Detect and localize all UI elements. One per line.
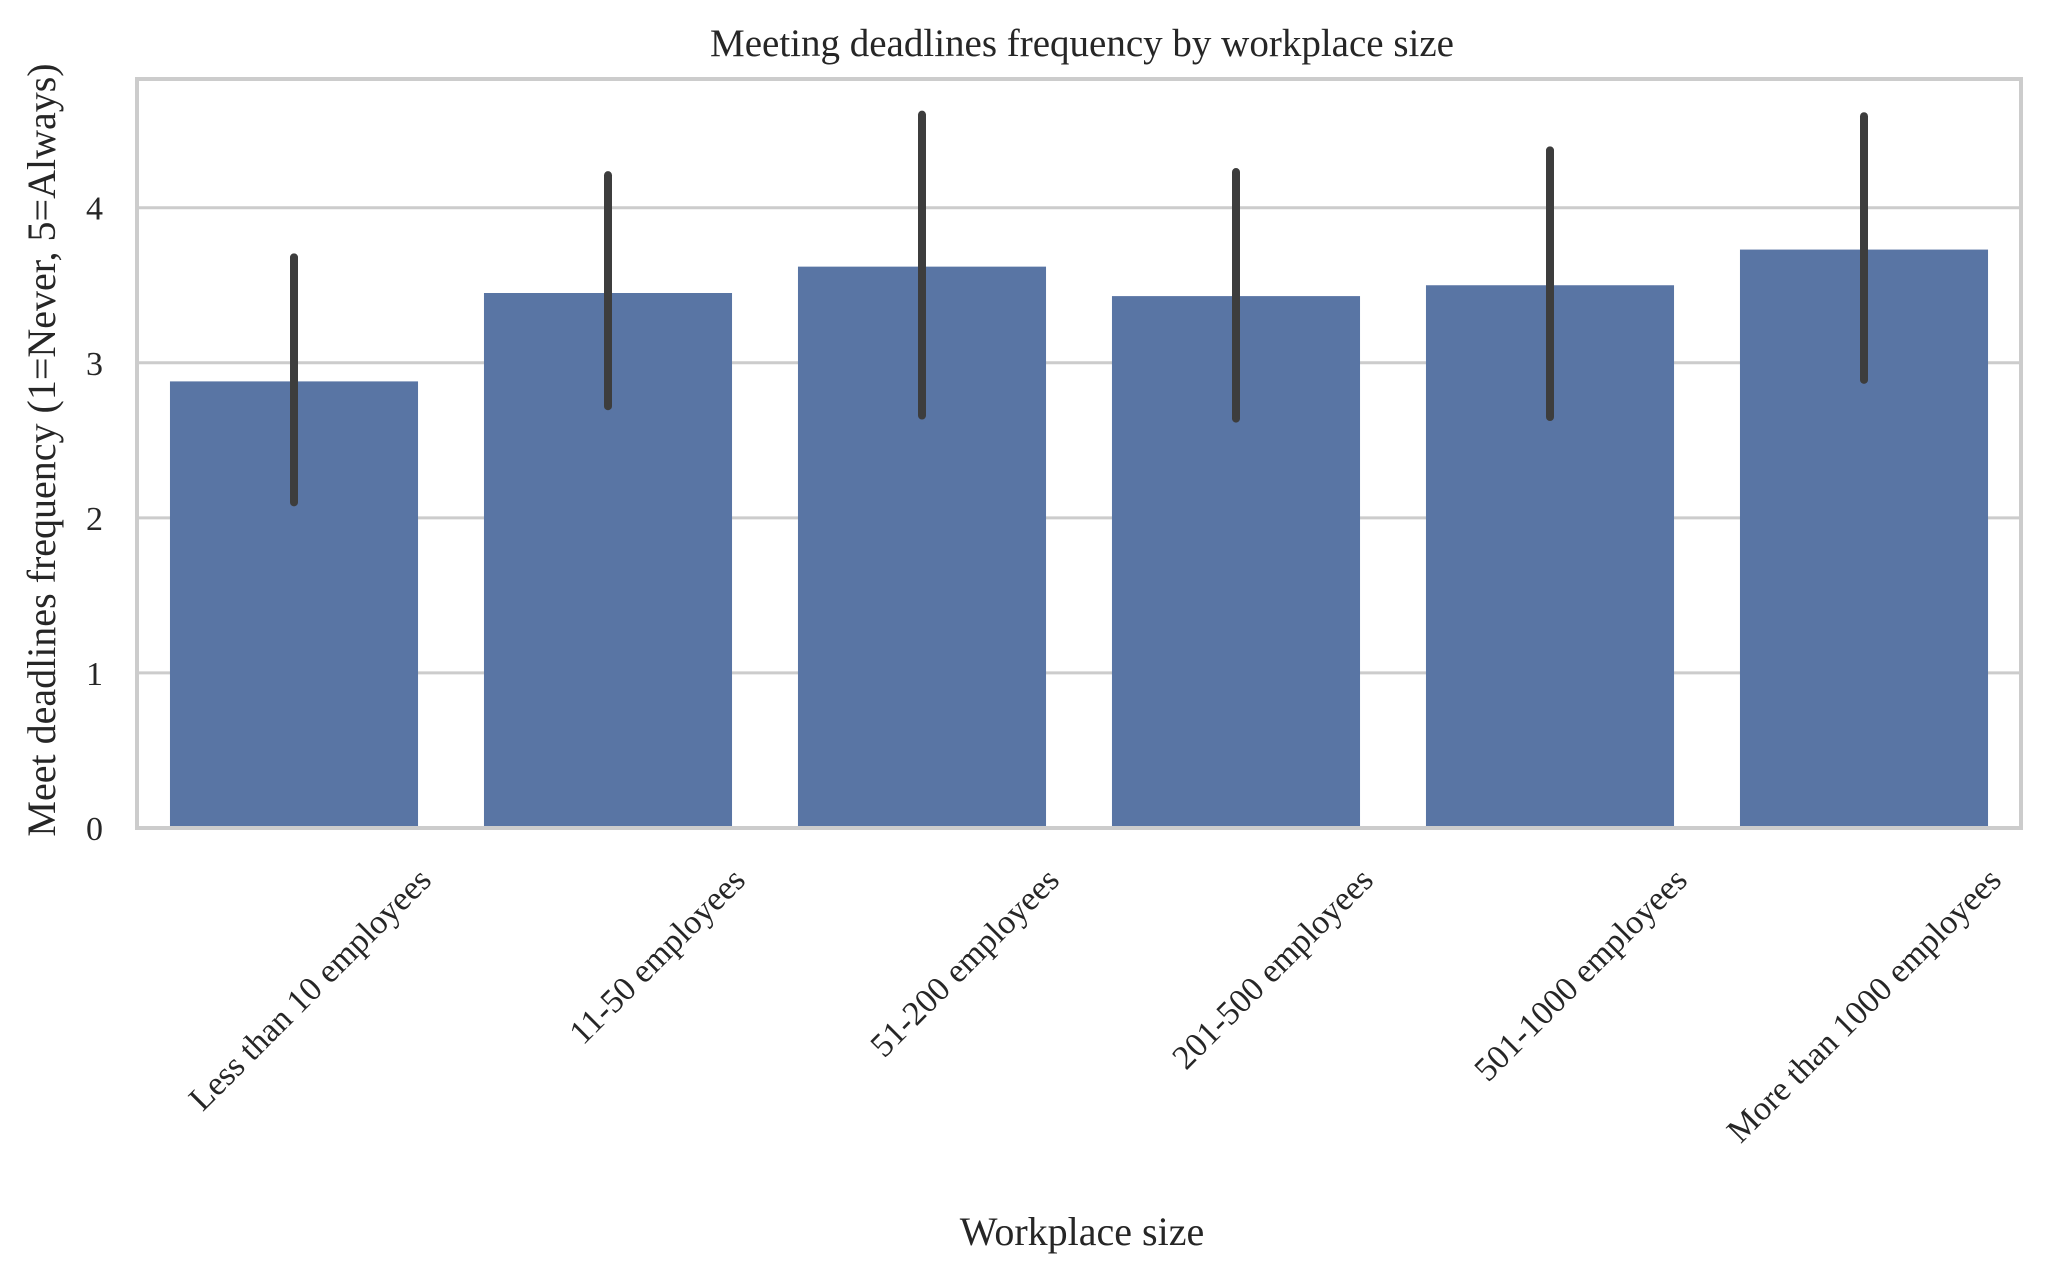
- y-tick-label: 4: [86, 191, 103, 228]
- y-tick-label: 3: [86, 346, 103, 383]
- plot-frame: [135, 77, 2023, 830]
- x-tick-label: 201-500 employees: [1166, 861, 1381, 1076]
- plot-area: 0 1 2 3 4 Less than 10 employees 11-50 employe…: [86, 77, 2023, 1150]
- chart-title: Meeting deadlines frequency by workplace…: [710, 22, 1454, 65]
- x-tick-label: More than 1000 employees: [1720, 861, 2009, 1150]
- x-tick-label: 51-200 employees: [864, 861, 1067, 1064]
- x-tick-label: Less than 10 employees: [182, 861, 439, 1118]
- x-axis-label: Workplace size: [960, 1209, 1204, 1254]
- y-axis-label: Meet deadlines frequency (1=Never, 5=Alw…: [19, 63, 64, 836]
- y-tick-label: 2: [86, 501, 103, 538]
- x-tick-label: 11-50 employees: [562, 861, 752, 1051]
- y-tick-label: 1: [86, 656, 103, 693]
- y-tick-label: 0: [86, 811, 103, 848]
- x-tick-label: 501-1000 employees: [1468, 861, 1695, 1088]
